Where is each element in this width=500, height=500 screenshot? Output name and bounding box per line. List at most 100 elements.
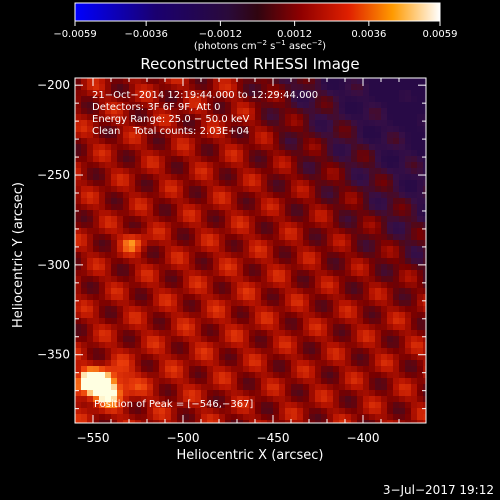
heatmap-cell (339, 318, 345, 324)
heatmap-cell (225, 288, 231, 294)
heatmap-cell (165, 348, 171, 354)
heatmap-cell (249, 78, 255, 84)
heatmap-cell (105, 366, 111, 372)
heatmap-cell (219, 180, 225, 186)
heatmap-cell (267, 342, 273, 348)
heatmap-cell (327, 216, 333, 222)
heatmap-cell (195, 282, 201, 288)
heatmap-cell (231, 306, 237, 312)
heatmap-cell (405, 360, 411, 366)
heatmap-cell (219, 162, 225, 168)
heatmap-cell (255, 270, 261, 276)
heatmap-cell (273, 258, 279, 264)
heatmap-cell (105, 210, 111, 216)
heatmap-cell (285, 168, 291, 174)
heatmap-cell (273, 108, 279, 114)
heatmap-cell (411, 258, 417, 264)
heatmap-cell (411, 198, 417, 204)
heatmap-cell (339, 210, 345, 216)
heatmap-cell (231, 192, 237, 198)
heatmap-cell (105, 390, 111, 396)
heatmap-cell (81, 372, 87, 378)
heatmap-cell (177, 150, 183, 156)
heatmap-cell (285, 102, 291, 108)
heatmap-cell (393, 180, 399, 186)
heatmap-cell (363, 198, 369, 204)
heatmap-cell (387, 270, 393, 276)
heatmap-cell (219, 102, 225, 108)
heatmap-cell (357, 336, 363, 342)
heatmap-cell (273, 384, 279, 390)
heatmap-cell (129, 120, 135, 126)
heatmap-cell (321, 210, 327, 216)
heatmap-cell (417, 420, 423, 423)
heatmap-cell (261, 114, 267, 120)
heatmap-cell (303, 408, 309, 414)
heatmap-cell (255, 258, 261, 264)
heatmap-cell (81, 198, 87, 204)
heatmap-cell (357, 276, 363, 282)
heatmap-cell (231, 228, 237, 234)
heatmap-cell (291, 360, 297, 366)
heatmap-cell (129, 360, 135, 366)
heatmap-cell (351, 276, 357, 282)
heatmap-cell (159, 120, 165, 126)
heatmap-cell (309, 312, 315, 318)
heatmap-cell (243, 174, 249, 180)
heatmap-cell (81, 102, 87, 108)
heatmap-cell (87, 270, 93, 276)
heatmap-cell (333, 252, 339, 258)
heatmap-cell (81, 210, 87, 216)
heatmap-cell (357, 240, 363, 246)
heatmap-cell (327, 114, 333, 120)
heatmap-cell (189, 246, 195, 252)
heatmap-cell (141, 342, 147, 348)
heatmap-cell (363, 222, 369, 228)
heatmap-cell (87, 336, 93, 342)
heatmap-cell (153, 342, 159, 348)
heatmap-cell (351, 420, 357, 423)
heatmap-cell (111, 300, 117, 306)
heatmap-cell (363, 306, 369, 312)
heatmap-cell (303, 216, 309, 222)
heatmap-cell (249, 330, 255, 336)
heatmap-cell (387, 234, 393, 240)
heatmap-cell (363, 312, 369, 318)
heatmap-cell (207, 108, 213, 114)
heatmap-cell (393, 348, 399, 354)
heatmap-cell (231, 282, 237, 288)
heatmap-cell (183, 186, 189, 192)
heatmap-cell (195, 360, 201, 366)
heatmap-cell (411, 84, 417, 90)
heatmap-cell (363, 366, 369, 372)
heatmap-cell (231, 414, 237, 420)
heatmap-cell (309, 120, 315, 126)
heatmap-cell (249, 114, 255, 120)
heatmap-cell (273, 240, 279, 246)
heatmap-cell (135, 288, 141, 294)
heatmap-cell (135, 396, 141, 402)
heatmap-cell (105, 204, 111, 210)
heatmap-cell (279, 96, 285, 102)
heatmap-cell (177, 384, 183, 390)
heatmap-cell (111, 216, 117, 222)
heatmap-cell (303, 132, 309, 138)
heatmap-cell (237, 372, 243, 378)
heatmap-cell (261, 360, 267, 366)
heatmap-cell (75, 198, 81, 204)
heatmap-cell (297, 342, 303, 348)
heatmap-cell (249, 90, 255, 96)
heatmap-cell (375, 228, 381, 234)
heatmap-cell (129, 168, 135, 174)
heatmap-cell (177, 396, 183, 402)
heatmap-cell (369, 192, 375, 198)
heatmap-cell (117, 126, 123, 132)
heatmap-cell (315, 132, 321, 138)
heatmap-cell (303, 390, 309, 396)
heatmap-cell (381, 384, 387, 390)
heatmap-cell (237, 366, 243, 372)
heatmap-cell (129, 336, 135, 342)
heatmap-cell (147, 270, 153, 276)
heatmap-cell (99, 168, 105, 174)
heatmap-cell (387, 162, 393, 168)
